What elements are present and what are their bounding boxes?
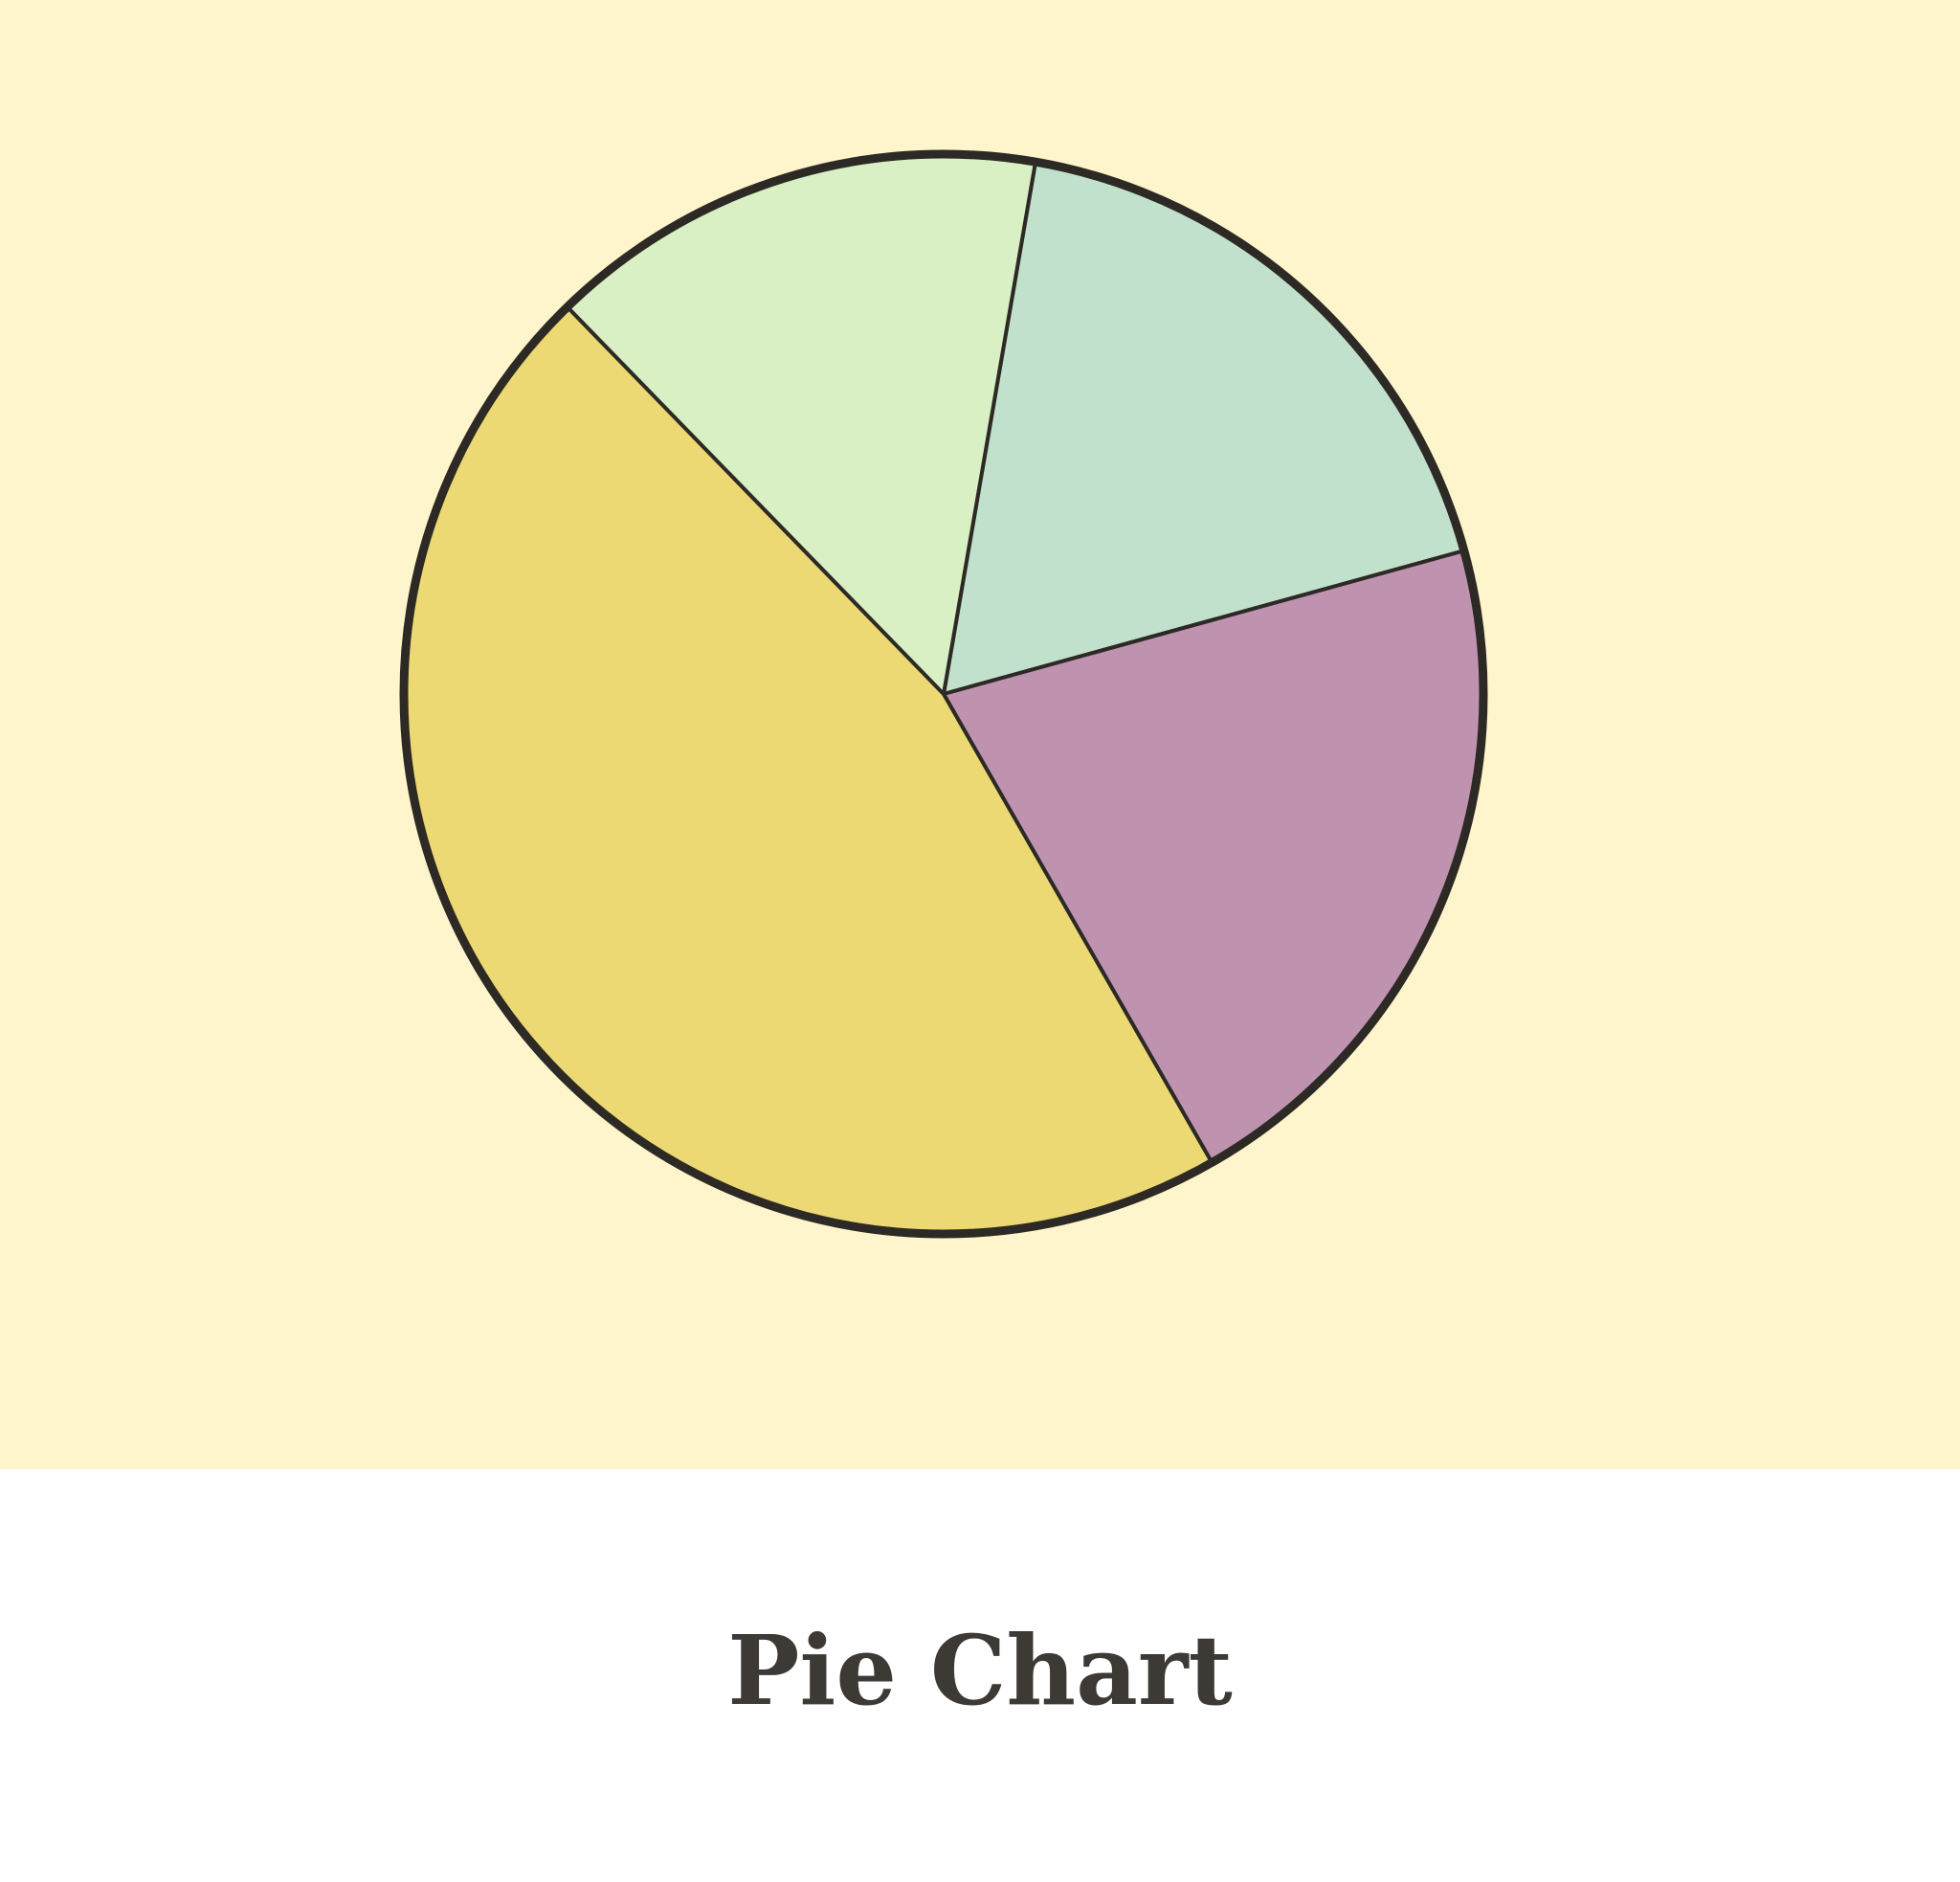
pie-outline [399, 149, 1488, 1239]
pie [399, 149, 1488, 1239]
chart-title: Pie Chart [727, 1614, 1233, 1727]
